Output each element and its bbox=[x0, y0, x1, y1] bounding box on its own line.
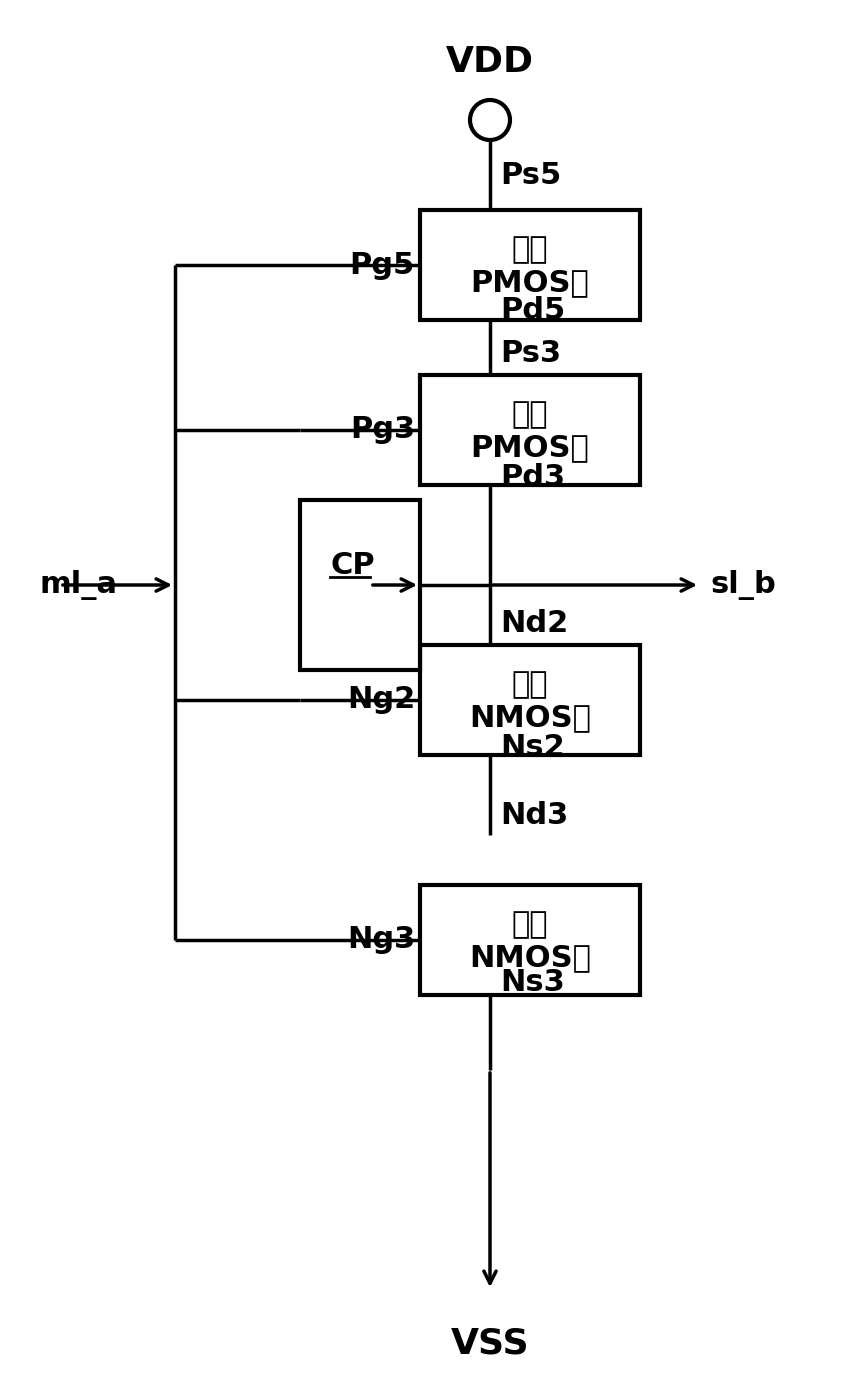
Circle shape bbox=[470, 101, 510, 140]
Text: Pg5: Pg5 bbox=[349, 250, 415, 280]
Bar bbox=[300, 500, 420, 670]
Text: Ns3: Ns3 bbox=[500, 967, 564, 997]
Text: Ps5: Ps5 bbox=[500, 161, 561, 190]
Text: Pg3: Pg3 bbox=[350, 415, 415, 445]
Text: PMOS管: PMOS管 bbox=[471, 268, 590, 298]
Text: Nd3: Nd3 bbox=[500, 801, 568, 830]
Text: 第二: 第二 bbox=[512, 671, 548, 699]
Bar bbox=[420, 644, 640, 755]
Text: PMOS管: PMOS管 bbox=[471, 433, 590, 463]
Text: Ns2: Ns2 bbox=[500, 733, 564, 762]
Text: 第三: 第三 bbox=[512, 910, 548, 939]
Text: Ng3: Ng3 bbox=[347, 925, 415, 955]
Text: Pd5: Pd5 bbox=[500, 296, 565, 324]
Text: VDD: VDD bbox=[446, 45, 534, 80]
Text: VSS: VSS bbox=[451, 1325, 530, 1360]
Text: 第五: 第五 bbox=[512, 235, 548, 264]
Text: NMOS管: NMOS管 bbox=[469, 703, 591, 733]
Text: ml_a: ml_a bbox=[40, 570, 118, 600]
Text: sl_b: sl_b bbox=[710, 570, 776, 600]
Bar bbox=[420, 210, 640, 320]
Text: Ng2: Ng2 bbox=[347, 685, 415, 714]
Bar bbox=[420, 375, 640, 485]
Text: Nd2: Nd2 bbox=[500, 610, 568, 637]
Bar bbox=[420, 885, 640, 995]
Text: Pd3: Pd3 bbox=[500, 463, 565, 492]
Text: NMOS管: NMOS管 bbox=[469, 944, 591, 973]
Text: Ps3: Ps3 bbox=[500, 338, 561, 368]
Text: CP: CP bbox=[330, 551, 375, 580]
Text: 第三: 第三 bbox=[512, 400, 548, 429]
